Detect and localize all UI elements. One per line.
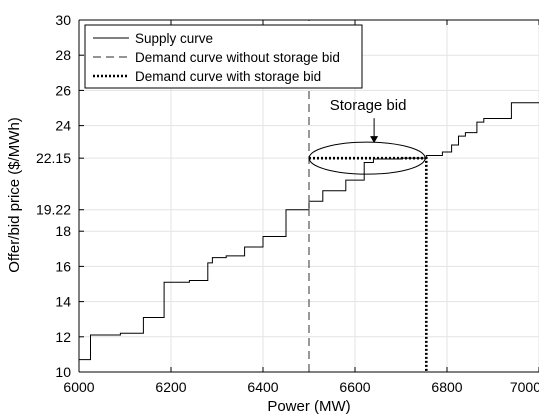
y-tick-label: 26 bbox=[55, 82, 71, 98]
axes: 6000 6200 6400 6600 6800 7000 10 12 14 16 18 19.22 2… bbox=[36, 12, 539, 395]
x-tick-label: 6400 bbox=[247, 379, 278, 395]
x-tick-label: 6800 bbox=[431, 379, 462, 395]
x-tick-label: 7000 bbox=[510, 379, 539, 395]
series-line-3 bbox=[309, 156, 428, 372]
y-tick-label: 19.22 bbox=[36, 202, 71, 218]
y-tick-label: 12 bbox=[55, 329, 71, 345]
legend-label-3: Demand curve with storage bid bbox=[135, 69, 321, 84]
y-tick-label: 18 bbox=[55, 223, 71, 239]
annotation-layer: Storage bid bbox=[308, 97, 426, 175]
legend-label-1: Supply curve bbox=[135, 31, 213, 46]
y-tick-label: 22.15 bbox=[36, 150, 71, 166]
legend-label-2: Demand curve without storage bid bbox=[135, 50, 340, 65]
annotation-ellipse bbox=[308, 141, 426, 175]
x-axis-label: Power (MW) bbox=[267, 398, 350, 415]
annotation-arrowhead bbox=[370, 136, 379, 144]
annotation-label: Storage bid bbox=[330, 97, 407, 114]
legend-box bbox=[84, 24, 363, 89]
y-axis-label: Offer/bid price ($/MWh) bbox=[6, 117, 23, 273]
y-tick-label: 28 bbox=[55, 47, 71, 63]
y-tick-label: 16 bbox=[55, 258, 71, 274]
x-tick-label: 6200 bbox=[155, 379, 186, 395]
x-tick-label: 6000 bbox=[63, 379, 94, 395]
y-tick-label: 10 bbox=[55, 364, 71, 380]
y-tick-label: 30 bbox=[55, 12, 71, 28]
y-tick-label: 14 bbox=[55, 294, 71, 310]
legend: Supply curve Demand curve without storage… bbox=[84, 24, 363, 89]
y-tick-label: 24 bbox=[55, 118, 71, 134]
series-line-1 bbox=[79, 102, 539, 361]
x-tick-label: 6600 bbox=[339, 379, 370, 395]
